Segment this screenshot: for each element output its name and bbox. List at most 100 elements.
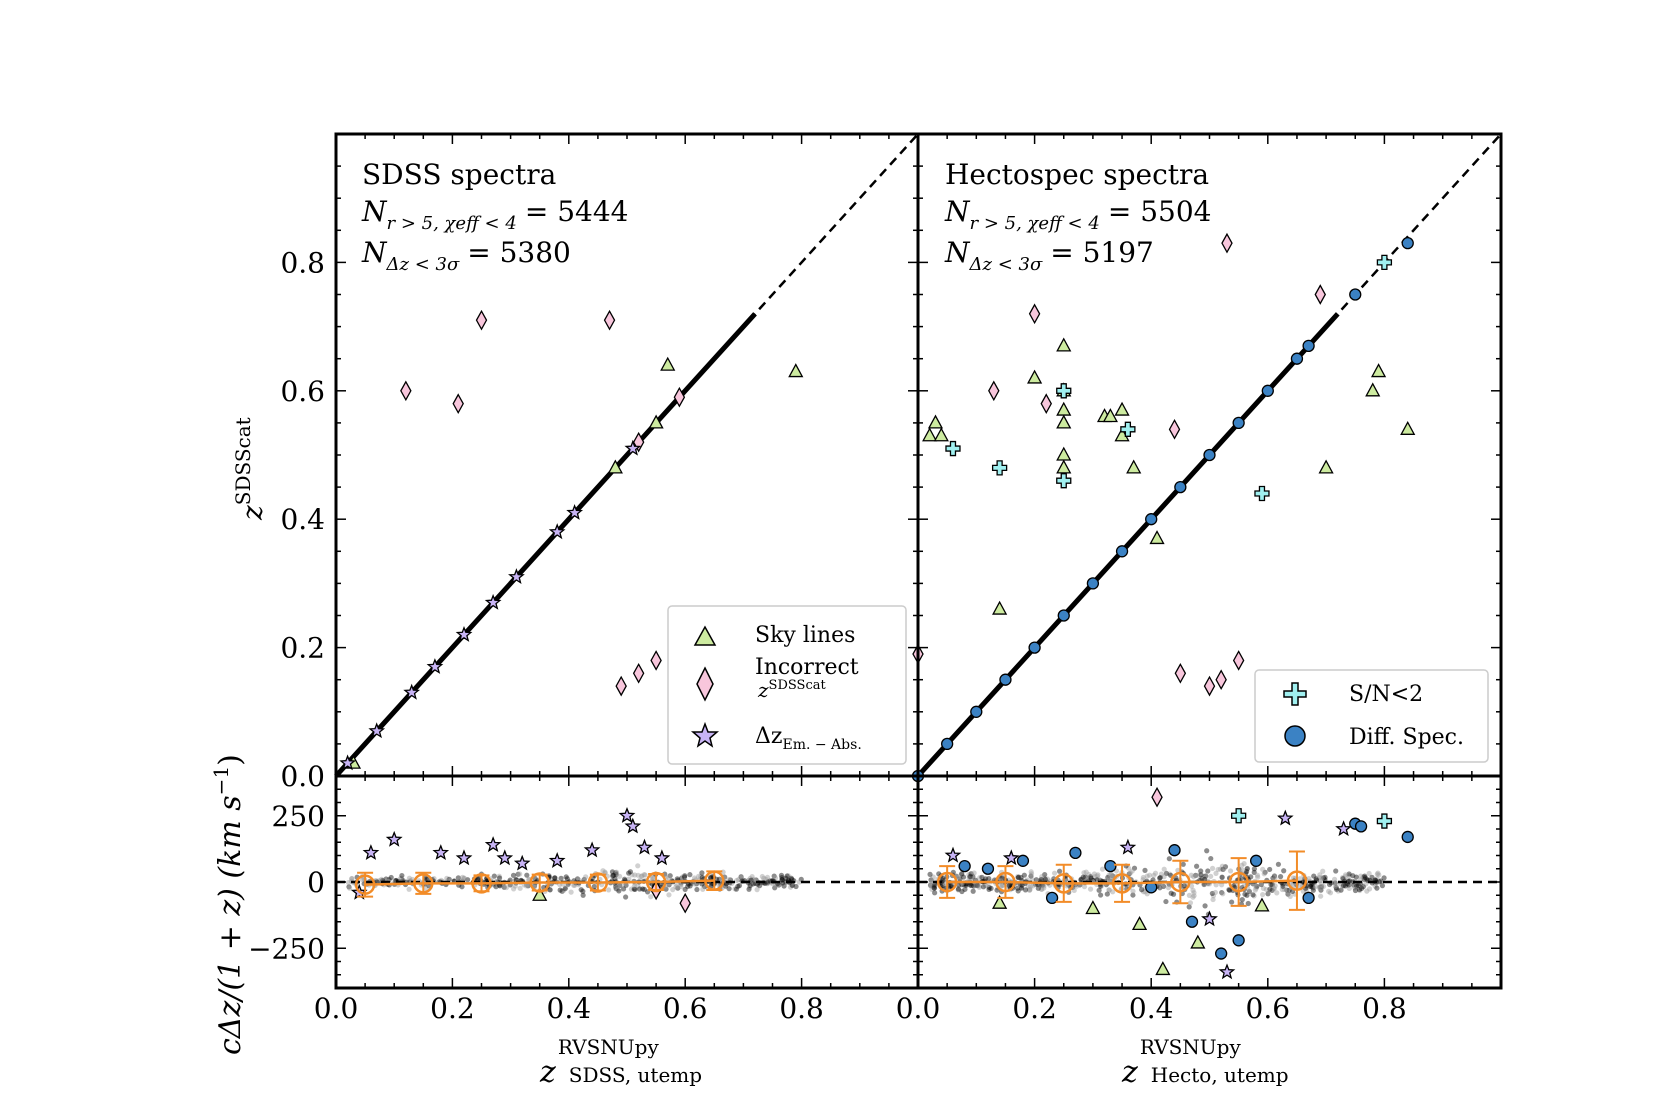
bg-point bbox=[1320, 868, 1326, 874]
n-3sigma-right: NΔz < 3σ = 5197 bbox=[944, 236, 1154, 275]
bg-point bbox=[757, 883, 763, 889]
point-triangle bbox=[1400, 420, 1416, 435]
bg-point bbox=[1335, 888, 1341, 894]
bg-point bbox=[1308, 883, 1314, 890]
bg-point bbox=[1208, 873, 1214, 879]
bg-point bbox=[1265, 891, 1271, 897]
bg-point bbox=[1222, 864, 1229, 870]
bg-point bbox=[1210, 893, 1217, 899]
bg-point bbox=[732, 886, 738, 892]
bg-point bbox=[746, 884, 753, 890]
point-star bbox=[583, 841, 601, 858]
bg-point bbox=[723, 883, 729, 889]
point-triangle bbox=[1318, 459, 1334, 474]
bg-point bbox=[1219, 882, 1225, 888]
point-plus bbox=[1120, 421, 1136, 437]
bg-point bbox=[1318, 893, 1324, 899]
bg-point bbox=[1320, 883, 1327, 889]
bg-point bbox=[610, 873, 616, 879]
bg-point bbox=[1151, 872, 1157, 879]
bg-point bbox=[638, 873, 644, 879]
bg-point bbox=[1376, 872, 1382, 878]
bg-point bbox=[612, 876, 618, 882]
bg-point bbox=[1374, 885, 1380, 891]
point-circle bbox=[1302, 339, 1315, 353]
bg-point bbox=[1144, 873, 1150, 879]
point-circle bbox=[1104, 859, 1117, 873]
bg-point bbox=[1187, 900, 1194, 906]
bg-point bbox=[1284, 887, 1290, 893]
bg-point bbox=[1016, 874, 1022, 880]
bg-point bbox=[1340, 883, 1347, 889]
x-tick-label: 0.8 bbox=[779, 992, 824, 1025]
bg-point bbox=[1317, 877, 1323, 883]
bg-point bbox=[1379, 883, 1386, 889]
bg-point bbox=[1147, 872, 1153, 878]
bg-point bbox=[959, 888, 965, 895]
y-tick-label: 0.0 bbox=[280, 760, 325, 793]
point-plus bbox=[991, 460, 1008, 476]
bg-point bbox=[1129, 868, 1135, 874]
point-circle bbox=[1203, 448, 1216, 462]
bg-point bbox=[557, 887, 563, 893]
bg-point bbox=[1188, 872, 1194, 878]
bg-point bbox=[1209, 865, 1216, 871]
y-tick-label: 0.8 bbox=[280, 246, 325, 279]
bg-point bbox=[1287, 893, 1293, 900]
bg-point bbox=[1360, 884, 1366, 890]
point-triangle bbox=[927, 414, 944, 429]
median-marker bbox=[936, 871, 958, 893]
bg-point bbox=[1158, 871, 1165, 877]
bg-point bbox=[1290, 875, 1296, 881]
point-circle bbox=[999, 673, 1012, 686]
bg-point bbox=[1106, 887, 1112, 893]
point-star bbox=[1119, 838, 1137, 855]
bg-point bbox=[632, 886, 638, 893]
bg-point bbox=[793, 883, 799, 890]
bg-point bbox=[931, 885, 937, 891]
bg-point bbox=[501, 884, 507, 890]
point-plus bbox=[1056, 473, 1072, 489]
bg-point bbox=[1041, 885, 1047, 891]
bg-point bbox=[609, 869, 616, 875]
bg-point bbox=[1175, 867, 1181, 873]
bg-point bbox=[465, 877, 471, 883]
bg-point bbox=[959, 882, 965, 888]
bg-point bbox=[1279, 886, 1285, 893]
point-diamond bbox=[475, 309, 488, 331]
bg-point bbox=[423, 876, 429, 882]
bg-point bbox=[1272, 875, 1278, 881]
bg-point bbox=[1006, 883, 1012, 889]
bg-point bbox=[1088, 874, 1094, 880]
bg-point bbox=[398, 875, 405, 881]
bg-point bbox=[1140, 874, 1146, 881]
point-diamond bbox=[1203, 675, 1216, 697]
bg-point bbox=[736, 883, 743, 889]
bg-point bbox=[1245, 900, 1251, 907]
bg-point bbox=[1332, 880, 1338, 886]
bg-point bbox=[1198, 868, 1204, 874]
bg-point bbox=[970, 873, 976, 880]
point-diamond bbox=[679, 892, 691, 914]
bg-point bbox=[666, 882, 672, 888]
legend-incorrect-diamond bbox=[696, 666, 714, 702]
bg-point bbox=[376, 878, 383, 884]
bg-point bbox=[764, 880, 771, 886]
bg-point bbox=[1358, 873, 1364, 879]
bg-point bbox=[1098, 883, 1104, 889]
bg-point bbox=[682, 886, 688, 892]
bg-point bbox=[1041, 875, 1047, 881]
bg-point bbox=[1056, 868, 1063, 874]
bg-point bbox=[1342, 883, 1349, 889]
legend-sky-triangle bbox=[693, 625, 717, 646]
bg-point bbox=[1374, 876, 1380, 882]
bg-point bbox=[615, 886, 621, 892]
point-triangle bbox=[788, 363, 804, 378]
bg-point bbox=[984, 883, 990, 889]
bg-point bbox=[616, 888, 622, 894]
bg-point bbox=[1251, 869, 1257, 875]
bg-point bbox=[1186, 904, 1192, 910]
bg-point bbox=[1213, 882, 1219, 888]
bg-point bbox=[631, 886, 637, 892]
bg-point bbox=[663, 886, 669, 892]
